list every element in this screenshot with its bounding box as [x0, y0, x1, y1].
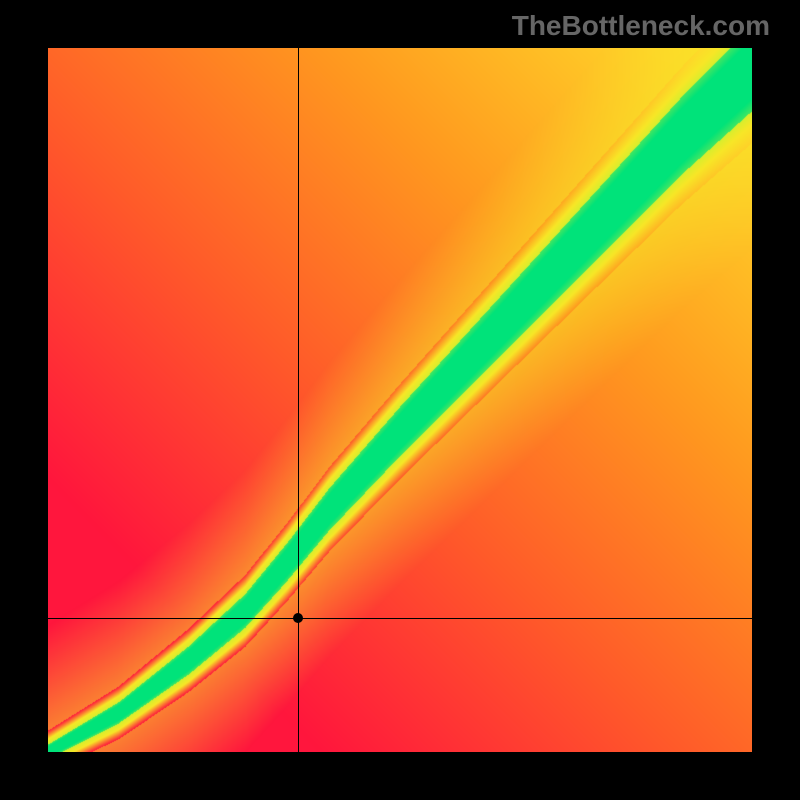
crosshair-horizontal — [48, 618, 752, 619]
crosshair-dot — [293, 613, 303, 623]
crosshair-vertical — [298, 48, 299, 752]
plot-frame — [48, 48, 752, 752]
chart-container: TheBottleneck.com — [0, 0, 800, 800]
heatmap-canvas — [48, 48, 752, 752]
watermark-text: TheBottleneck.com — [512, 10, 770, 42]
